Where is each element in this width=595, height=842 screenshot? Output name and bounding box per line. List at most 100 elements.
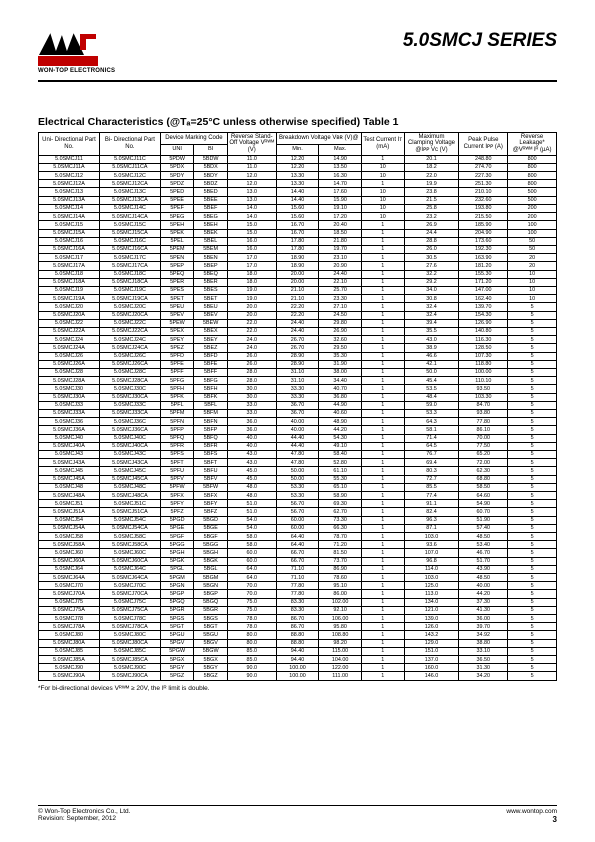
- table-cell: 1: [361, 524, 404, 532]
- table-cell: 43.0: [404, 336, 459, 344]
- table-cell: 5.0SMCJ58CA: [99, 541, 160, 549]
- table-row: 5.0SMCJ17A5.0SMCJ17CA5PEP5BEP17.018.9020…: [39, 262, 557, 270]
- table-cell: 5: [508, 368, 557, 376]
- table-cell: 19.0: [227, 295, 276, 303]
- table-cell: 44.40: [276, 442, 319, 450]
- table-cell: 48.0: [227, 492, 276, 500]
- table-cell: 5BER: [194, 278, 228, 286]
- table-cell: 69.4: [404, 459, 459, 467]
- table-cell: 96.3: [404, 516, 459, 524]
- table-cell: 12.20: [276, 155, 319, 163]
- table-cell: 5.0SMCJ90CA: [99, 672, 160, 680]
- table-cell: 1: [361, 360, 404, 368]
- table-cell: 17.0: [227, 262, 276, 270]
- table-cell: 5.0SMCJ43CA: [99, 459, 160, 467]
- table-cell: 5BGN: [194, 582, 228, 590]
- table-cell: 28.8: [404, 237, 459, 245]
- col-marking: Device Marking Code: [160, 133, 227, 145]
- table-cell: 113.0: [404, 590, 459, 598]
- table-cell: 5PEK: [160, 229, 194, 237]
- table-cell: 5.0SMCJ36: [39, 418, 100, 426]
- table-cell: 5BES: [194, 286, 228, 294]
- table-cell: 121.0: [404, 606, 459, 614]
- table-cell: 40.00: [276, 426, 319, 434]
- table-cell: 64.60: [459, 492, 508, 500]
- table-row: 5.0SMCJ645.0SMCJ64C5PGL5BGL64.071.1086.9…: [39, 565, 557, 573]
- table-cell: 5PGS: [160, 615, 194, 623]
- table-row: 5.0SMCJ455.0SMCJ45C5PFU5BFU45.050.0061.1…: [39, 467, 557, 475]
- table-row: 5.0SMCJ115.0SMCJ11C5PDW5BDW11.012.2014.9…: [39, 155, 557, 163]
- table-cell: 98.20: [319, 639, 362, 647]
- table-cell: 5BFN: [194, 418, 228, 426]
- table-cell: 65.20: [459, 450, 508, 458]
- table-cell: 64.40: [276, 533, 319, 541]
- table-cell: 5BFE: [194, 360, 228, 368]
- table-cell: 18.50: [319, 229, 362, 237]
- table-cell: 33.30: [276, 393, 319, 401]
- table-row: 5.0SMCJ15A5.0SMCJ15CA5PEK5BEK15.016.7018…: [39, 229, 557, 237]
- table-cell: 28.90: [276, 352, 319, 360]
- table-cell: 45.0: [227, 467, 276, 475]
- table-cell: 5.0SMCJ60C: [99, 549, 160, 557]
- footer-rule: [38, 805, 557, 806]
- table-cell: 1: [361, 467, 404, 475]
- col-marking-bi: BI: [194, 144, 228, 155]
- table-cell: 34.40: [319, 377, 362, 385]
- table-cell: 38.80: [459, 639, 508, 647]
- table-cell: 204.90: [459, 229, 508, 237]
- table-cell: 5.0SMCJ12A: [39, 180, 100, 188]
- table-cell: 126.90: [459, 319, 508, 327]
- table-cell: 5BDY: [194, 172, 228, 180]
- table-cell: 5PGZ: [160, 672, 194, 680]
- table-cell: 64.40: [276, 541, 319, 549]
- table-cell: 5.0SMCJ30: [39, 385, 100, 393]
- table-cell: 14.0: [227, 213, 276, 221]
- table-cell: 5BFP: [194, 426, 228, 434]
- table-cell: 5: [508, 615, 557, 623]
- table-cell: 18.90: [276, 254, 319, 262]
- table-cell: 66.70: [276, 549, 319, 557]
- table-cell: 5.0SMCJ12CA: [99, 180, 160, 188]
- table-cell: 5.0SMCJ78CA: [99, 623, 160, 631]
- table-cell: 50.00: [276, 475, 319, 483]
- table-cell: 19.70: [319, 245, 362, 253]
- table-cell: 5.0SMCJ28A: [39, 377, 100, 385]
- table-cell: 43.0: [227, 459, 276, 467]
- table-row: 5.0SMCJ485.0SMCJ48C5PFW5BFW48.053.3065.1…: [39, 483, 557, 491]
- table-cell: 5PEH: [160, 221, 194, 229]
- table-row: 5.0SMCJ40A5.0SMCJ40CA5PFR5BFR40.044.4049…: [39, 442, 557, 450]
- table-cell: 5BFZ: [194, 508, 228, 516]
- characteristics-table: Uni- Directional Part No. Bi- Directiona…: [38, 132, 557, 681]
- table-cell: 5: [508, 459, 557, 467]
- table-cell: 44.20: [319, 426, 362, 434]
- table-row: 5.0SMCJ64A5.0SMCJ64CA5PGM5BGM64.071.1078…: [39, 574, 557, 582]
- table-cell: 103.0: [404, 574, 459, 582]
- table-cell: 30.8: [404, 295, 459, 303]
- table-cell: 5BGM: [194, 574, 228, 582]
- table-cell: 5.0SMCJ45: [39, 467, 100, 475]
- table-cell: 5.0SMCJ33C: [99, 401, 160, 409]
- table-cell: 5.0SMCJ22A: [39, 327, 100, 335]
- table-cell: 1: [361, 615, 404, 623]
- table-cell: 18.0: [227, 278, 276, 286]
- table-cell: 56.70: [276, 508, 319, 516]
- table-cell: 64.5: [404, 442, 459, 450]
- table-cell: 5PET: [160, 295, 194, 303]
- table-cell: 5.0SMCJ51A: [39, 508, 100, 516]
- table-cell: 5: [508, 631, 557, 639]
- table-cell: 5PDX: [160, 163, 194, 171]
- table-cell: 22.20: [276, 311, 319, 319]
- table-cell: 5.0SMCJ85C: [99, 647, 160, 655]
- table-cell: 1: [361, 418, 404, 426]
- table-cell: 1: [361, 155, 404, 163]
- table-cell: 500: [508, 196, 557, 204]
- table-cell: 83.30: [276, 606, 319, 614]
- table-cell: 5.0SMCJ78A: [39, 623, 100, 631]
- table-row: 5.0SMCJ545.0SMCJ54C5PGD5BGD54.060.0073.3…: [39, 516, 557, 524]
- table-cell: 5.0SMCJ40CA: [99, 442, 160, 450]
- table-cell: 20: [508, 254, 557, 262]
- table-row: 5.0SMCJ22A5.0SMCJ22CA5PEX5BEX22.024.4026…: [39, 327, 557, 335]
- table-cell: 5: [508, 656, 557, 664]
- table-cell: 30.0: [227, 385, 276, 393]
- table-cell: 14.0: [227, 204, 276, 212]
